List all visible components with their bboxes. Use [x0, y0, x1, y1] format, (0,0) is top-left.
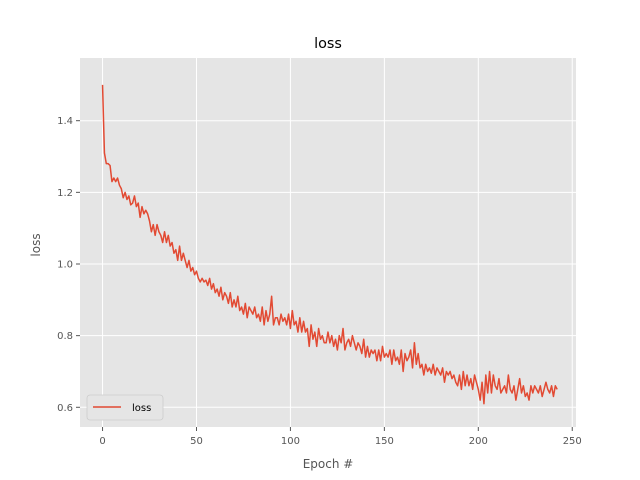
x-tick-label: 150 — [375, 436, 394, 447]
legend-label: loss — [132, 403, 151, 414]
x-tick-label: 200 — [469, 436, 488, 447]
legend: loss — [86, 394, 164, 421]
y-tick-label: 0.8 — [57, 331, 73, 342]
series-line-loss — [101, 84, 558, 405]
legend-box — [86, 394, 164, 421]
y-tick-label: 1.4 — [57, 116, 73, 127]
series-layer — [101, 84, 558, 405]
y-tick-label: 1.2 — [57, 188, 73, 199]
x-tick-label: 50 — [190, 436, 203, 447]
x-axis-label: Epoch # — [303, 457, 354, 471]
x-tick-label: 250 — [563, 436, 582, 447]
x-tick-label: 100 — [281, 436, 300, 447]
grid-lines — [80, 58, 576, 427]
y-axis-label: loss — [29, 233, 43, 256]
y-tick-label: 0.6 — [57, 403, 73, 414]
chart-title: loss — [314, 36, 342, 52]
y-axis: 0.6 0.8 1.0 1.2 1.4 — [57, 116, 80, 414]
x-axis: 0 50 100 150 200 250 — [99, 427, 582, 447]
plot-area — [80, 58, 576, 427]
y-tick-label: 1.0 — [57, 259, 73, 270]
x-tick-label: 0 — [99, 436, 105, 447]
